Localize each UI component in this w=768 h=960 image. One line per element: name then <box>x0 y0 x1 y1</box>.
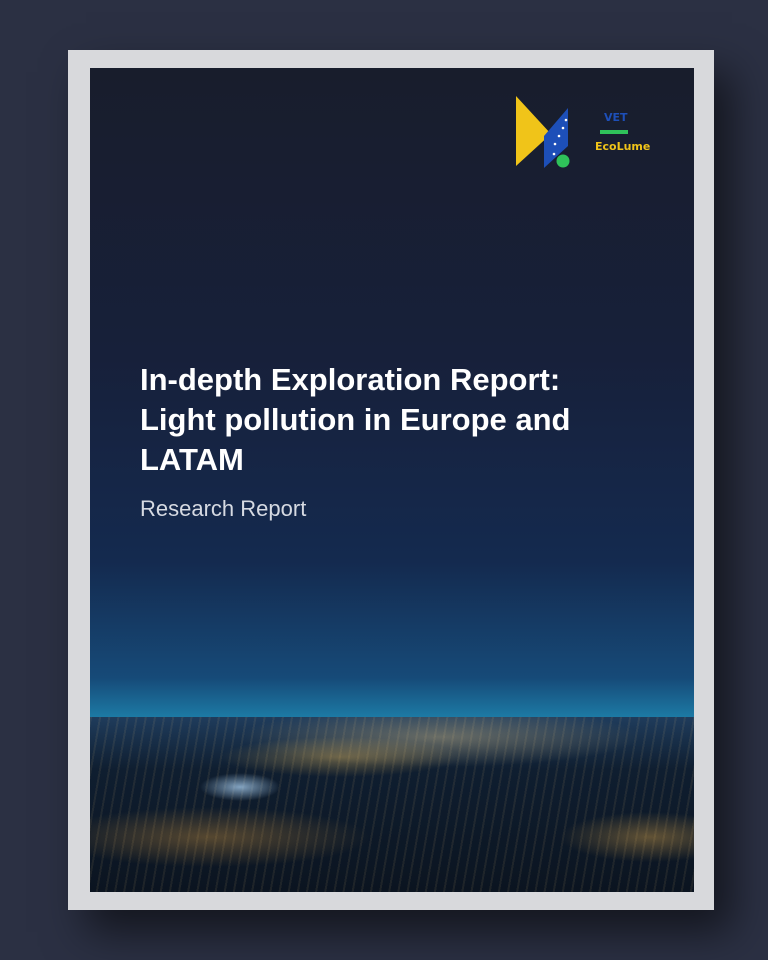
title-line: In-depth Exploration Report: <box>140 362 561 397</box>
project-logo-icon <box>516 96 570 168</box>
report-frame: VET EcoLume In-depth Exploration Report:… <box>68 50 714 910</box>
city-lights-image <box>90 717 694 892</box>
logo-ecolume-text: EcoLume <box>595 140 651 153</box>
logo-bar <box>600 130 628 134</box>
report-subtitle: Research Report <box>140 496 307 521</box>
title-line: LATAM <box>140 442 244 477</box>
report-title: In-depth Exploration Report: Light pollu… <box>140 360 660 480</box>
report-cover: VET EcoLume In-depth Exploration Report:… <box>90 68 694 892</box>
title-line: Light pollution in Europe and <box>140 402 571 437</box>
logo-vet-text: VET <box>604 111 628 124</box>
